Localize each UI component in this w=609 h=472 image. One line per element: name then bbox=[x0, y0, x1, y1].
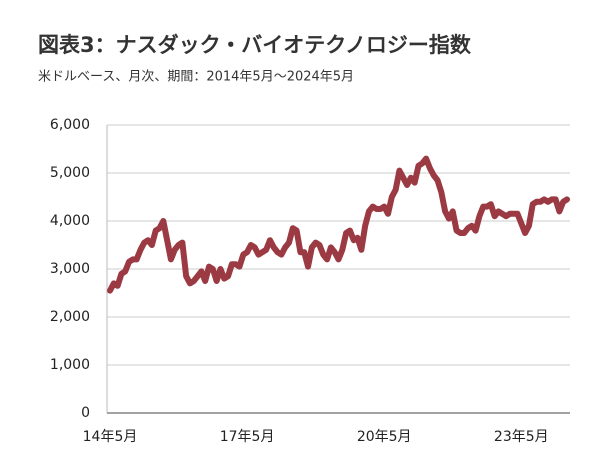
chart-title: 図表3：ナスダック・バイオテクノロジー指数 bbox=[38, 33, 472, 57]
x-tick-label: 14年5月 bbox=[83, 429, 138, 445]
y-tick-label: 0 bbox=[81, 405, 90, 421]
y-tick-label: 2,000 bbox=[50, 309, 90, 325]
line bbox=[107, 155, 570, 294]
x-tick-label: 20年5月 bbox=[357, 429, 412, 445]
y-tick-label: 1,000 bbox=[50, 357, 90, 373]
chart-subtitle: 米ドルベース、月次、期間：2014年5月～2024年5月 bbox=[38, 69, 354, 85]
x-tick-label: 23年5月 bbox=[494, 429, 549, 445]
y-tick-label: 5,000 bbox=[50, 165, 90, 181]
y-tick-label: 3,000 bbox=[50, 261, 90, 277]
y-tick-label: 4,000 bbox=[50, 213, 90, 229]
x-tick-label: 17年5月 bbox=[220, 429, 275, 445]
y-tick-label: 6,000 bbox=[50, 117, 90, 133]
